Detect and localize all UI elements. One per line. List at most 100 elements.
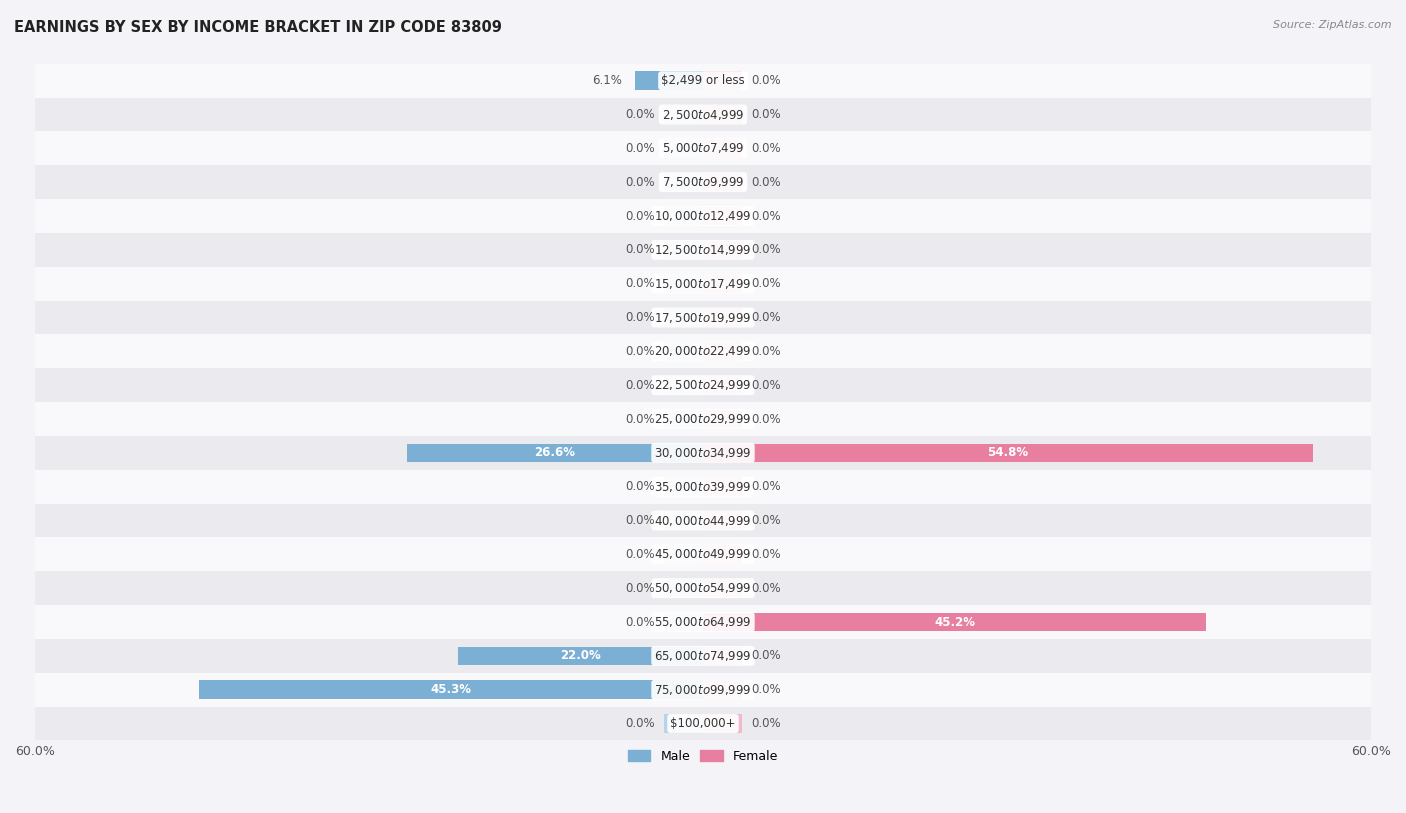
Text: 0.0%: 0.0% <box>626 243 655 256</box>
Text: $12,500 to $14,999: $12,500 to $14,999 <box>654 243 752 257</box>
Bar <box>703 376 742 394</box>
Bar <box>664 376 703 394</box>
Text: 22.0%: 22.0% <box>560 650 600 663</box>
Text: EARNINGS BY SEX BY INCOME BRACKET IN ZIP CODE 83809: EARNINGS BY SEX BY INCOME BRACKET IN ZIP… <box>14 20 502 35</box>
Text: 0.0%: 0.0% <box>626 141 655 154</box>
Bar <box>198 680 703 699</box>
Bar <box>703 680 742 699</box>
Text: 0.0%: 0.0% <box>751 650 780 663</box>
Text: $15,000 to $17,499: $15,000 to $17,499 <box>654 276 752 291</box>
Bar <box>35 368 1371 402</box>
Legend: Male, Female: Male, Female <box>623 745 783 768</box>
Text: $5,000 to $7,499: $5,000 to $7,499 <box>662 141 744 155</box>
Bar <box>35 436 1371 470</box>
Bar <box>664 477 703 496</box>
Bar <box>35 503 1371 537</box>
Bar <box>35 199 1371 233</box>
Text: 0.0%: 0.0% <box>626 210 655 223</box>
Bar <box>35 706 1371 741</box>
Bar <box>664 342 703 361</box>
Bar <box>703 444 1313 462</box>
Bar <box>35 605 1371 639</box>
Bar <box>35 301 1371 334</box>
Bar <box>35 63 1371 98</box>
Bar <box>35 402 1371 436</box>
Text: 0.0%: 0.0% <box>751 141 780 154</box>
Bar <box>703 72 742 90</box>
Text: $40,000 to $44,999: $40,000 to $44,999 <box>654 514 752 528</box>
Text: $75,000 to $99,999: $75,000 to $99,999 <box>654 683 752 697</box>
Bar <box>664 511 703 530</box>
Text: $45,000 to $49,999: $45,000 to $49,999 <box>654 547 752 561</box>
Text: 0.0%: 0.0% <box>751 311 780 324</box>
Bar <box>703 410 742 428</box>
Text: 0.0%: 0.0% <box>751 480 780 493</box>
Text: 0.0%: 0.0% <box>751 108 780 121</box>
Text: 0.0%: 0.0% <box>626 176 655 189</box>
Text: 45.3%: 45.3% <box>430 683 471 696</box>
Bar <box>664 274 703 293</box>
Bar <box>406 444 703 462</box>
Text: Source: ZipAtlas.com: Source: ZipAtlas.com <box>1274 20 1392 30</box>
Bar <box>35 639 1371 673</box>
Text: $22,500 to $24,999: $22,500 to $24,999 <box>654 378 752 392</box>
Text: 0.0%: 0.0% <box>626 277 655 290</box>
Text: 54.8%: 54.8% <box>987 446 1029 459</box>
Text: 0.0%: 0.0% <box>751 379 780 392</box>
Bar <box>636 72 703 90</box>
Text: $50,000 to $54,999: $50,000 to $54,999 <box>654 581 752 595</box>
Bar <box>703 646 742 665</box>
Bar <box>664 410 703 428</box>
Text: $30,000 to $34,999: $30,000 to $34,999 <box>654 446 752 460</box>
Bar <box>703 308 742 327</box>
Text: 26.6%: 26.6% <box>534 446 575 459</box>
Bar <box>35 132 1371 165</box>
Text: 0.0%: 0.0% <box>751 345 780 358</box>
Text: 0.0%: 0.0% <box>751 210 780 223</box>
Bar <box>664 545 703 563</box>
Bar <box>664 579 703 598</box>
Text: $35,000 to $39,999: $35,000 to $39,999 <box>654 480 752 493</box>
Text: $10,000 to $12,499: $10,000 to $12,499 <box>654 209 752 223</box>
Bar <box>703 207 742 225</box>
Text: 0.0%: 0.0% <box>751 581 780 594</box>
Bar <box>664 241 703 259</box>
Text: 0.0%: 0.0% <box>626 108 655 121</box>
Text: 0.0%: 0.0% <box>626 615 655 628</box>
Bar <box>703 613 1206 632</box>
Text: $2,499 or less: $2,499 or less <box>661 74 745 87</box>
Bar <box>35 470 1371 503</box>
Text: $25,000 to $29,999: $25,000 to $29,999 <box>654 412 752 426</box>
Text: $17,500 to $19,999: $17,500 to $19,999 <box>654 311 752 324</box>
Text: 0.0%: 0.0% <box>751 176 780 189</box>
Bar <box>703 241 742 259</box>
Bar <box>35 673 1371 706</box>
Bar <box>664 173 703 192</box>
Text: $55,000 to $64,999: $55,000 to $64,999 <box>654 615 752 629</box>
Bar <box>703 545 742 563</box>
Text: 6.1%: 6.1% <box>592 74 621 87</box>
Text: 0.0%: 0.0% <box>751 277 780 290</box>
Text: 0.0%: 0.0% <box>751 74 780 87</box>
Bar <box>703 274 742 293</box>
Text: $20,000 to $22,499: $20,000 to $22,499 <box>654 345 752 359</box>
Bar <box>703 511 742 530</box>
Text: 0.0%: 0.0% <box>626 311 655 324</box>
Text: 0.0%: 0.0% <box>626 514 655 527</box>
Text: 0.0%: 0.0% <box>626 548 655 561</box>
Bar <box>703 139 742 158</box>
Bar <box>35 334 1371 368</box>
Bar <box>703 714 742 733</box>
Bar <box>35 572 1371 605</box>
Bar <box>703 579 742 598</box>
Text: 0.0%: 0.0% <box>626 581 655 594</box>
Text: $100,000+: $100,000+ <box>671 717 735 730</box>
Text: 0.0%: 0.0% <box>626 412 655 425</box>
Bar <box>703 105 742 124</box>
Text: $2,500 to $4,999: $2,500 to $4,999 <box>662 107 744 121</box>
Text: 0.0%: 0.0% <box>626 345 655 358</box>
Bar <box>35 267 1371 301</box>
Text: 0.0%: 0.0% <box>751 243 780 256</box>
Bar <box>664 613 703 632</box>
Text: 45.2%: 45.2% <box>934 615 976 628</box>
